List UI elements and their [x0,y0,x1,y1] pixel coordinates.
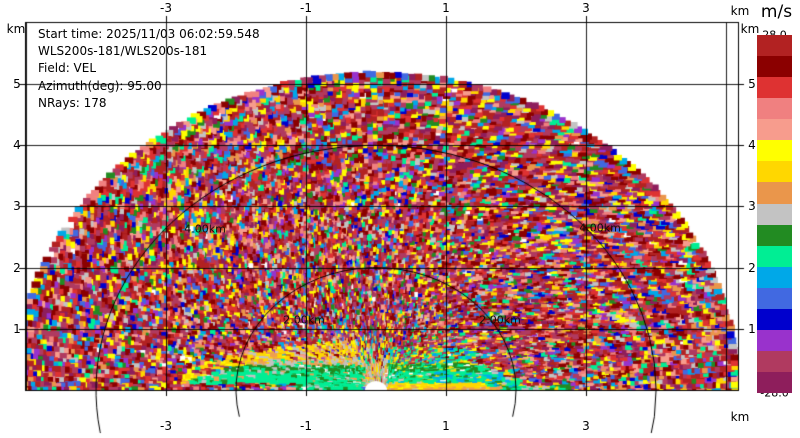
colorbar-segment [757,203,792,225]
nrays-text: NRays: 178 [38,95,107,110]
y-axis-tick-label-left: 5 [13,77,21,91]
range-ring-label: 2.00km [479,313,521,327]
colorbar-segment [757,77,792,99]
y-axis-tick-label-left: 2 [13,260,21,275]
colorbar-segment [757,308,792,330]
colorbar-segment [757,329,792,351]
colorbar-segment [757,372,792,394]
colorbar-segment [757,161,792,183]
x-axis-tick-label-bottom: -3 [160,419,172,433]
colorbar-segment [757,35,792,57]
instrument-text: WLS200s-181/WLS200s-181 [38,44,208,59]
range-ring-label: 4.00km [184,222,226,236]
colorbar-segment [757,245,792,267]
y-axis-unit-label-right: km [740,22,760,36]
y-axis-tick-label-right: 3 [748,199,756,214]
colorbar-segment [757,182,792,204]
x-axis-tick-label-top: 3 [582,1,590,15]
x-axis-tick-label-bottom: 3 [582,419,590,433]
y-axis-tick-label-left: 1 [13,321,21,336]
colorbar-segment [757,266,792,288]
x-axis-unit-label-top: km [730,4,750,18]
x-axis-unit-label-bottom: km [730,410,750,424]
x-axis-tick-label-top: -1 [300,1,312,15]
y-axis-tick-label-left: 3 [13,199,21,214]
y-axis-tick-label-right: 2 [748,260,756,275]
scan-info-block: Start time: 2025/11/03 06:02:59.548 WLS2… [38,26,260,112]
range-ring-label: 2.00km [283,313,325,327]
range-ring-label: 4.00km [579,221,621,235]
colorbar-segment [757,140,792,162]
azimuth-text: Azimuth(deg): 95.00 [38,78,162,93]
colorbar-segment [757,98,792,120]
colorbar-title: m/s [760,2,793,22]
x-axis-tick-label-bottom: -1 [300,419,312,433]
y-axis-tick-label-right: 4 [748,138,756,153]
x-axis-tick-label-bottom: 1 [442,419,450,433]
colorbar-segment [757,119,792,141]
y-axis-unit-label-left: km [6,22,26,36]
y-axis-tick-label-right: 1 [748,321,756,336]
x-axis-tick-label-top: 1 [442,1,450,15]
velocity-colorbar [757,35,792,394]
colorbar-segment [757,224,792,246]
colorbar-segment [757,350,792,372]
colorbar-segment [757,56,792,78]
colorbar-segment [757,287,792,309]
start-time-text: Start time: 2025/11/03 06:02:59.548 [38,27,260,41]
field-text: Field: VEL [38,61,97,76]
y-axis-tick-label-right: 5 [748,77,756,91]
x-axis-tick-label-top: -3 [160,1,172,15]
y-axis-tick-label-left: 4 [13,138,21,153]
